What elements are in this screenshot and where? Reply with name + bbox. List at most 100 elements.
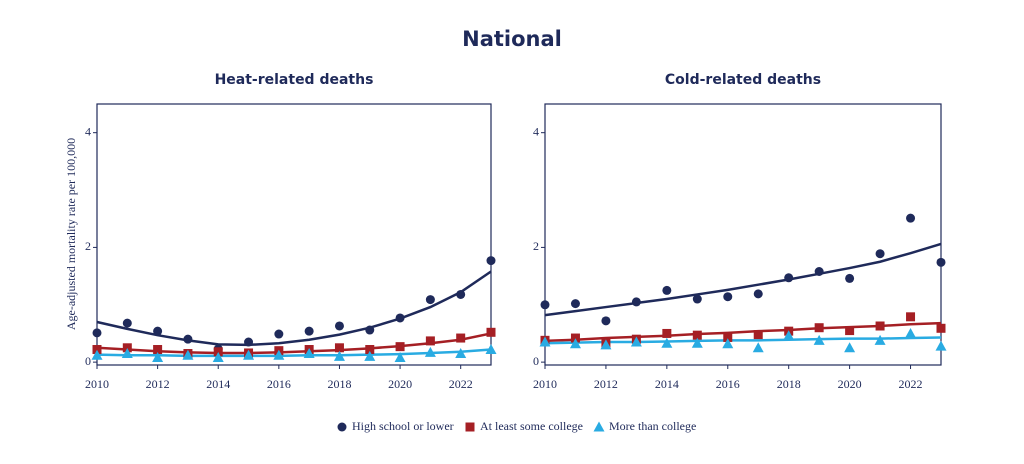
marker-circle <box>244 337 254 347</box>
marker-triangle <box>121 348 133 359</box>
y-tick-label: 4 <box>533 124 539 138</box>
marker-square <box>875 321 885 331</box>
marker-circle <box>845 273 855 283</box>
marker-square <box>365 345 375 355</box>
x-tick-label: 2010 <box>533 377 557 391</box>
legend-label: High school or lower <box>352 419 454 433</box>
marker-square <box>692 330 702 340</box>
x-tick-label: 2010 <box>85 377 109 391</box>
x-tick-label: 2018 <box>327 377 351 391</box>
marker-triangle <box>691 337 703 348</box>
marker-square <box>486 327 496 337</box>
y-tick-label: 4 <box>85 124 91 138</box>
marker-circle <box>936 257 946 267</box>
marker-triangle <box>600 339 612 350</box>
y-tick-label: 0 <box>85 354 91 368</box>
plot-frame <box>544 103 942 366</box>
panel-title: Heat-related deaths <box>215 72 374 88</box>
marker-circle <box>395 313 405 323</box>
marker-circle <box>304 326 314 336</box>
marker-square <box>814 323 824 333</box>
marker-triangle <box>243 349 255 360</box>
marker-circle <box>425 295 435 305</box>
trend-line <box>96 348 492 358</box>
marker-circle <box>906 213 916 223</box>
trend-line <box>544 336 942 345</box>
legend-marker <box>337 422 347 432</box>
marker-triangle <box>424 346 436 357</box>
x-tick-label: 2020 <box>388 377 412 391</box>
marker-circle <box>631 297 641 307</box>
marker-circle <box>814 266 824 276</box>
marker-circle <box>153 326 163 336</box>
marker-circle <box>784 273 794 283</box>
marker-square <box>570 333 580 343</box>
marker-square <box>845 326 855 336</box>
marker-circle <box>456 289 466 299</box>
y-axis-label: Age-adjusted mortality rate per 100,000 <box>64 138 78 330</box>
y-tick-label: 0 <box>533 354 539 368</box>
x-tick-label: 2012 <box>146 377 170 391</box>
x-tick-label: 2016 <box>716 377 740 391</box>
marker-circle <box>183 334 193 344</box>
marker-triangle <box>152 352 164 363</box>
panel-title: Cold-related deaths <box>665 72 821 88</box>
marker-square <box>456 333 466 343</box>
marker-triangle <box>935 340 947 351</box>
marker-triangle <box>455 348 467 359</box>
marker-circle <box>122 318 132 328</box>
marker-square <box>334 343 344 353</box>
marker-circle <box>875 249 885 259</box>
marker-triangle <box>722 338 734 349</box>
marker-circle <box>92 328 102 338</box>
x-tick-label: 2014 <box>655 377 679 391</box>
marker-triangle <box>364 350 376 361</box>
marker-square <box>122 343 132 353</box>
page-title: National <box>462 27 562 51</box>
x-tick-label: 2014 <box>206 377 230 391</box>
x-tick-label: 2020 <box>838 377 862 391</box>
marker-square <box>425 336 435 346</box>
marker-triangle <box>905 327 917 338</box>
marker-circle <box>753 289 763 299</box>
marker-circle <box>540 300 550 310</box>
marker-circle <box>723 292 733 302</box>
y-tick-label: 2 <box>533 239 539 253</box>
marker-square <box>723 332 733 342</box>
marker-square <box>153 345 163 355</box>
marker-triangle <box>273 349 285 360</box>
marker-square <box>753 330 763 340</box>
marker-triangle <box>91 349 103 360</box>
legend-label: At least some college <box>480 419 583 433</box>
marker-circle <box>570 299 580 309</box>
x-tick-label: 2022 <box>899 377 923 391</box>
marker-circle <box>692 294 702 304</box>
marker-circle <box>486 256 496 266</box>
trend-line <box>544 242 942 317</box>
marker-circle <box>334 321 344 331</box>
marker-circle <box>662 285 672 295</box>
x-tick-label: 2016 <box>267 377 291 391</box>
plot-frame <box>96 103 492 366</box>
marker-square <box>662 328 672 338</box>
trend-line <box>544 321 942 343</box>
marker-square <box>395 342 405 352</box>
legend-label: More than college <box>609 419 696 433</box>
marker-square <box>92 345 102 355</box>
marker-triangle <box>539 336 551 347</box>
x-tick-label: 2018 <box>777 377 801 391</box>
marker-triangle <box>783 330 795 341</box>
marker-triangle <box>333 350 345 361</box>
marker-square <box>213 347 223 357</box>
x-tick-label: 2012 <box>594 377 618 391</box>
trend-line <box>96 332 492 355</box>
marker-circle <box>365 325 375 335</box>
marker-circle <box>601 316 611 326</box>
marker-triangle <box>661 337 673 348</box>
marker-triangle <box>303 348 315 359</box>
marker-triangle <box>630 336 642 347</box>
marker-triangle <box>212 352 224 363</box>
marker-square <box>906 312 916 322</box>
marker-triangle <box>182 349 194 360</box>
marker-triangle <box>844 342 856 353</box>
